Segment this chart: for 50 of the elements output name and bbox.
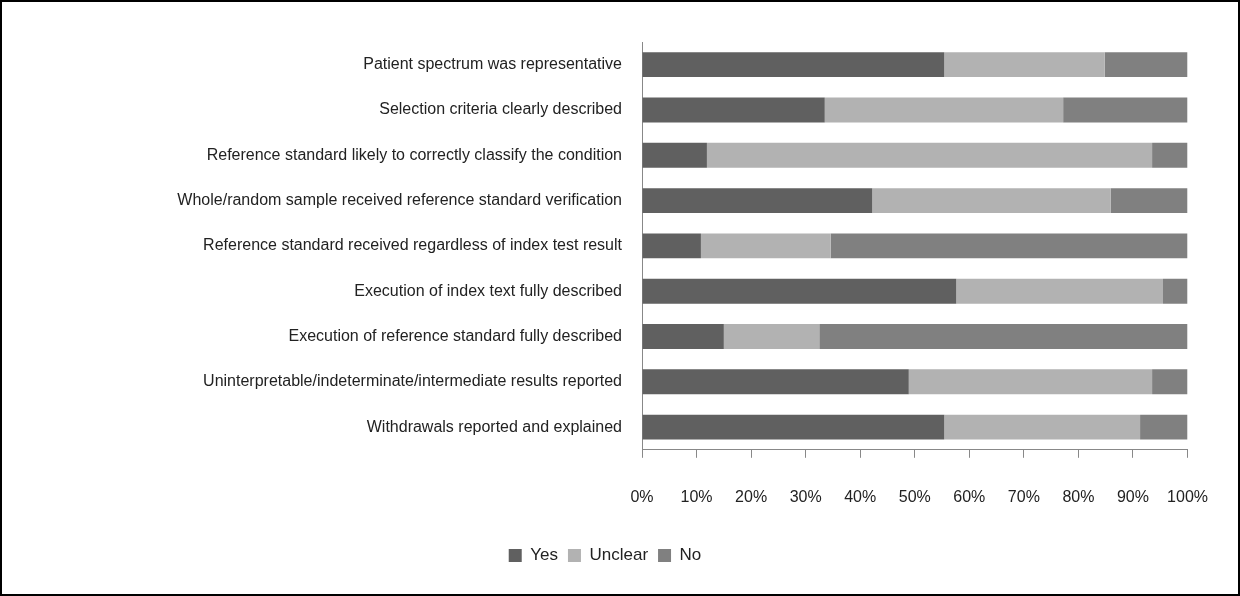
bar (872, 188, 1111, 214)
y-tick-label: Execution of reference standard fully described (288, 326, 622, 344)
y-tick-label: Selection criteria clearly described (379, 100, 622, 118)
bar (1104, 52, 1188, 78)
y-tick-label: Uninterpretable/indeterminate/intermediate results reported (203, 372, 622, 390)
bar (642, 324, 724, 349)
bar (824, 97, 1064, 123)
x-tick-label: 100% (1167, 487, 1208, 505)
bar (944, 52, 1105, 78)
y-tick-label: Whole/random sample received reference standard verification (177, 191, 622, 208)
y-tick-label: Reference standard likely to correctly classify the condition (206, 145, 622, 163)
bar (642, 142, 707, 168)
bar (956, 278, 1163, 304)
x-tick-label: 50% (898, 487, 931, 505)
bar (642, 233, 701, 259)
x-tick-label: 20% (735, 487, 768, 505)
x-tick-label: 10% (680, 487, 713, 505)
x-tick-label: 60% (953, 487, 986, 505)
bar (642, 414, 945, 440)
legend-label: No (679, 545, 702, 565)
bar (706, 142, 1153, 168)
x-tick-label: 30% (789, 487, 822, 505)
bar (1063, 97, 1188, 123)
x-tick-label: 80% (1062, 487, 1095, 505)
y-tick-label: Withdrawals reported and explained (366, 417, 622, 435)
bar (1162, 278, 1188, 304)
x-tick-label: 90% (1116, 487, 1149, 505)
bar (1152, 142, 1188, 168)
legend-label: Yes (530, 545, 558, 565)
x-tick-label: 0% (630, 487, 654, 505)
bar (819, 324, 1188, 349)
y-tick-label: Reference standard received regardless of index test result (203, 236, 623, 254)
y-tick-label: Execution of index text fully described (354, 281, 622, 299)
bar (1110, 188, 1188, 214)
y-tick-label: Patient spectrum was representative (363, 55, 623, 73)
bar (642, 278, 957, 304)
bar (908, 369, 1153, 395)
legend-label: Unclear (589, 545, 649, 565)
x-tick-label: 40% (844, 487, 877, 505)
x-tick-label: 70% (1007, 487, 1040, 505)
bar (642, 52, 945, 78)
bar (723, 324, 820, 349)
bar (830, 233, 1188, 259)
bar (700, 233, 831, 259)
bar (642, 188, 873, 214)
bar (1152, 369, 1188, 395)
bar (944, 414, 1141, 440)
bar (1140, 414, 1188, 440)
bar (642, 369, 909, 395)
bar (642, 97, 825, 123)
